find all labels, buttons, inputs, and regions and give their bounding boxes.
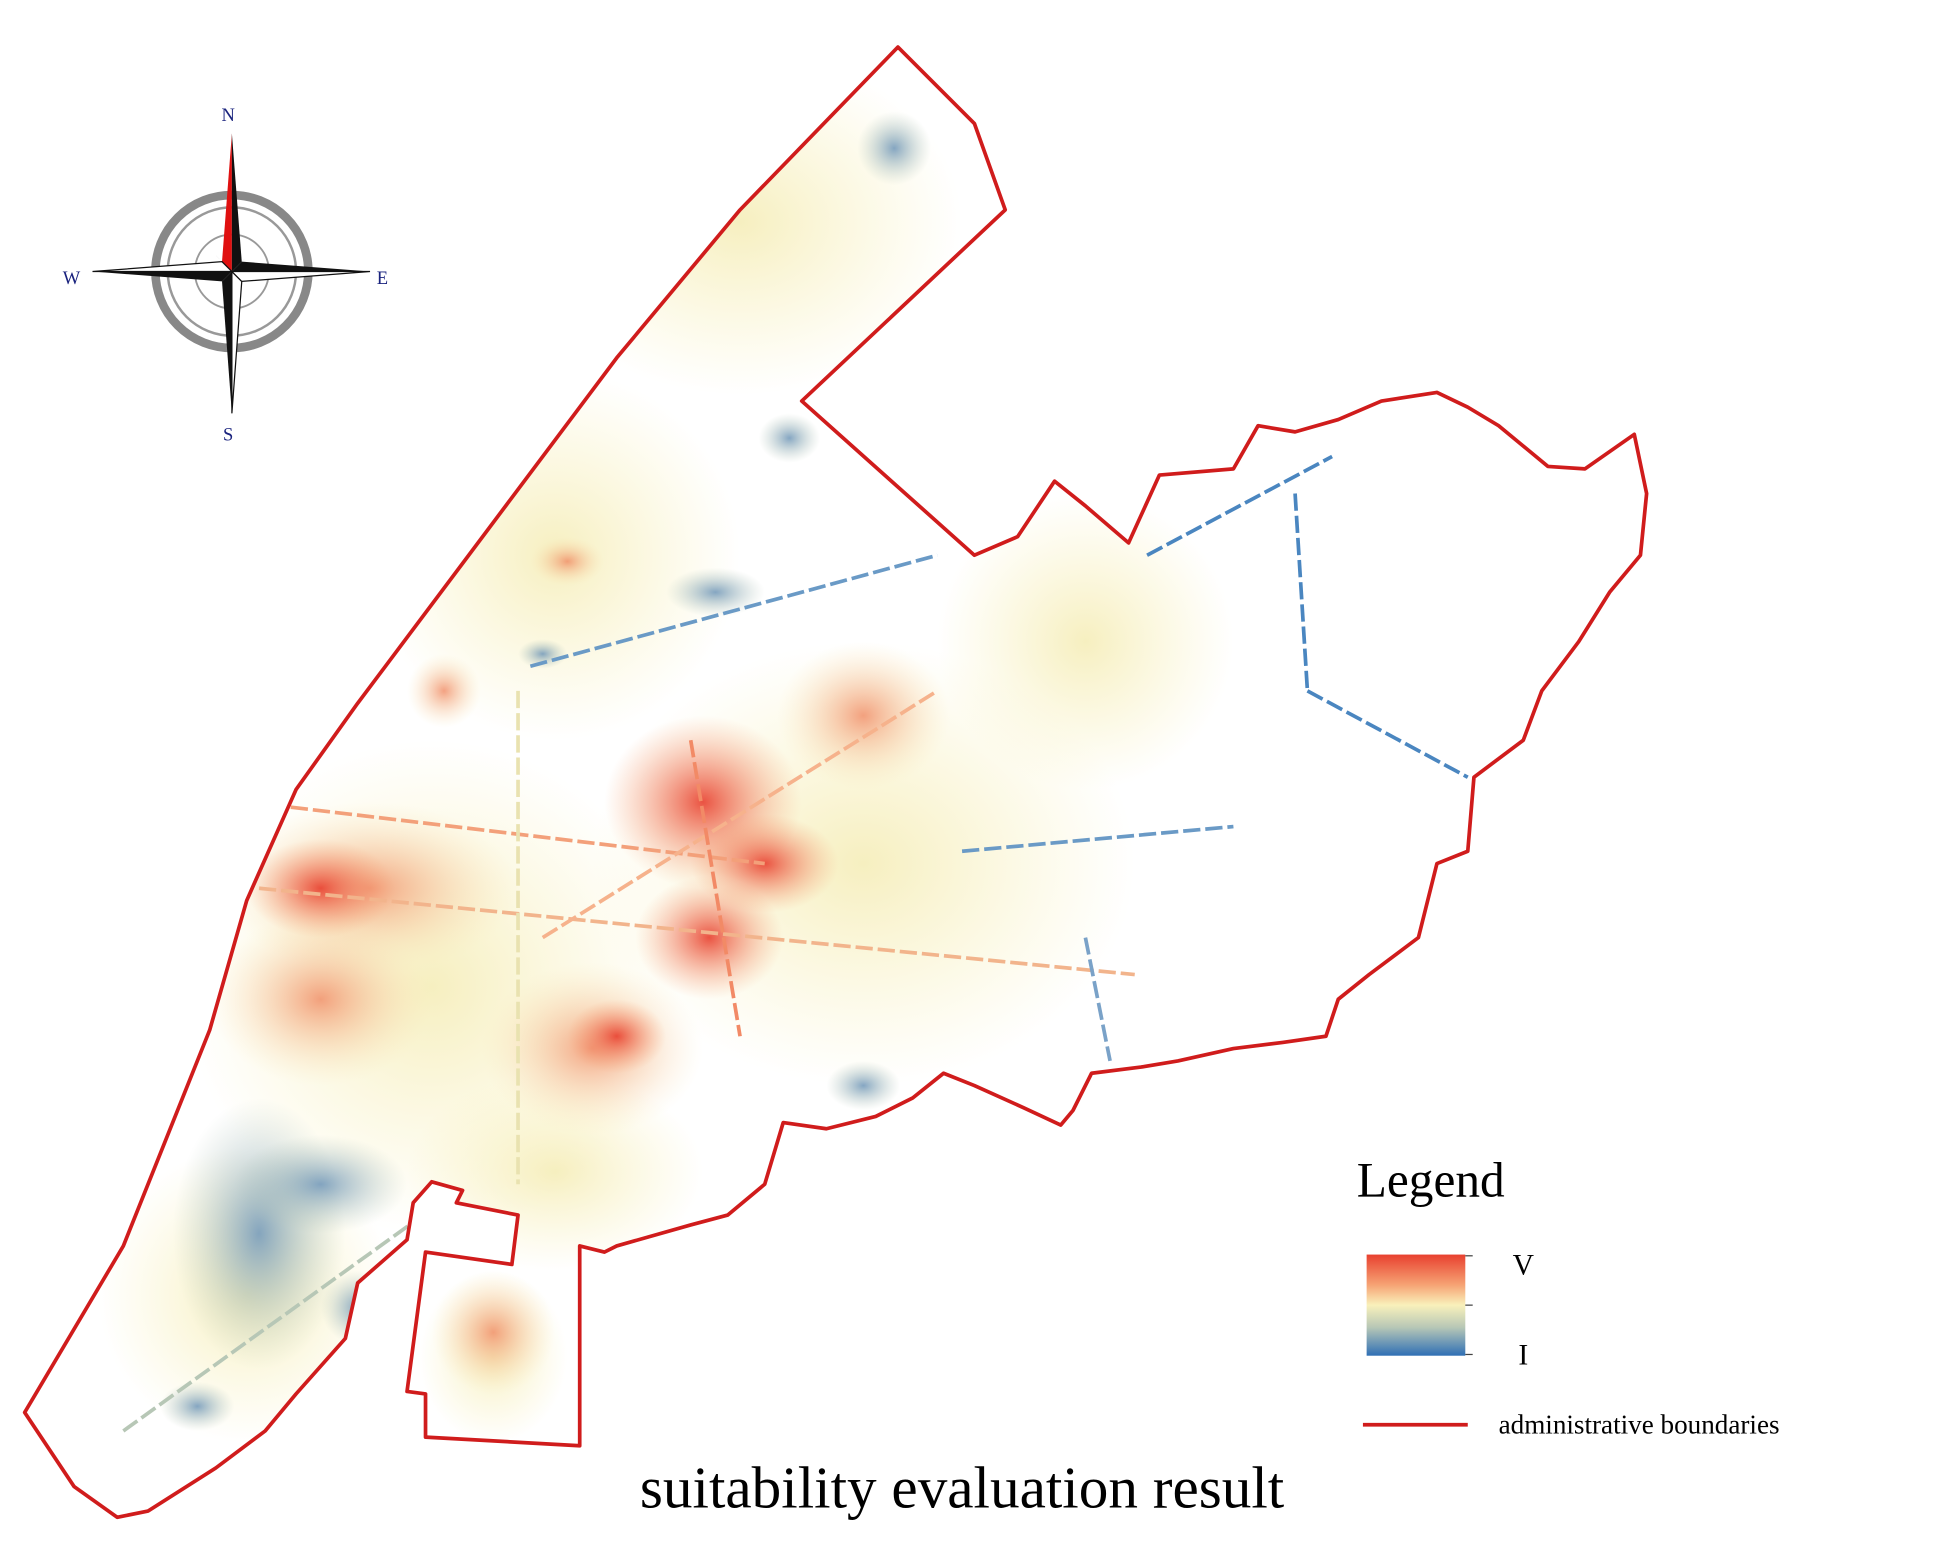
legend-title: Legend bbox=[1357, 1153, 1505, 1208]
compass-south: S bbox=[223, 426, 233, 446]
suitability-patch bbox=[777, 641, 950, 790]
road-segment bbox=[122, 1207, 433, 1433]
road-segment bbox=[541, 689, 939, 940]
suitability-patch bbox=[160, 1381, 235, 1431]
suitability-surface bbox=[98, 49, 1469, 1444]
suitability-patch bbox=[407, 653, 482, 728]
compass-west: W bbox=[63, 269, 81, 289]
road-segment bbox=[1083, 937, 1112, 1062]
administrative-boundary bbox=[22, 45, 1649, 1520]
road-segment bbox=[688, 739, 742, 1037]
suitability-patch bbox=[234, 1134, 408, 1234]
suitability-patch bbox=[758, 413, 821, 463]
suitability-patch bbox=[209, 912, 432, 1086]
suitability-patch bbox=[826, 1060, 901, 1111]
legend-boundary-label: administrative boundaries bbox=[1499, 1409, 1780, 1439]
legend: Legend V I administrative boundaries bbox=[1357, 1153, 1780, 1440]
road-segment bbox=[1146, 454, 1333, 557]
suitability-patch bbox=[666, 567, 765, 617]
suitability-patch bbox=[567, 999, 667, 1074]
road-segment bbox=[961, 824, 1234, 854]
legend-low: I bbox=[1518, 1339, 1528, 1371]
road-segment bbox=[1306, 689, 1469, 779]
map-title: suitability evaluation result bbox=[640, 1454, 1285, 1520]
road-segment bbox=[258, 886, 1135, 977]
suitability-patch bbox=[937, 493, 1234, 790]
suitability-patch bbox=[431, 1270, 556, 1394]
suitability-patch bbox=[530, 536, 605, 587]
suitability-patch bbox=[857, 111, 932, 186]
legend-high: V bbox=[1513, 1249, 1535, 1281]
compass-north: N bbox=[221, 106, 234, 126]
suitability-patch bbox=[246, 838, 395, 938]
compass-east: E bbox=[377, 269, 388, 289]
suitability-patch bbox=[518, 49, 963, 395]
legend-ramp bbox=[1366, 1254, 1466, 1356]
compass: N S W E bbox=[63, 106, 388, 445]
road-segment bbox=[1293, 493, 1310, 692]
road-segment bbox=[529, 553, 938, 669]
